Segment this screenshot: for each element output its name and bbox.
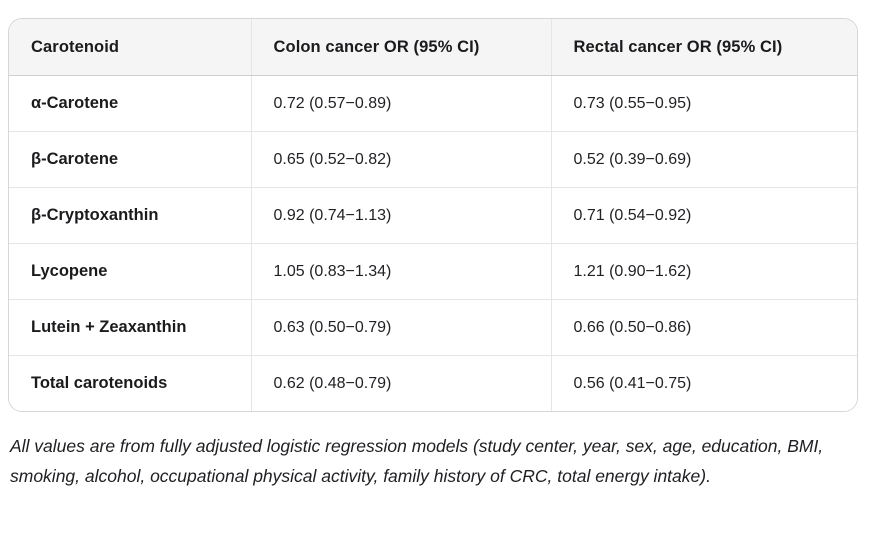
table-row: α-Carotene 0.72 (0.57−0.89) 0.73 (0.55−0… <box>9 75 857 132</box>
colon-or-cell: 1.05 (0.83−1.34) <box>250 243 551 300</box>
carotenoid-or-table-card: Carotenoid Colon cancer OR (95% CI) Rect… <box>8 18 858 412</box>
header-rectal-cancer-or: Rectal cancer OR (95% CI) <box>550 19 857 76</box>
rectal-or-cell: 0.52 (0.39−0.69) <box>550 131 857 188</box>
colon-or-cell: 0.72 (0.57−0.89) <box>250 75 551 132</box>
rectal-or-cell: 0.56 (0.41−0.75) <box>550 355 857 411</box>
row-label-cell: β-Carotene <box>9 131 251 188</box>
colon-or-cell: 0.92 (0.74−1.13) <box>250 187 551 244</box>
table-row: β-Cryptoxanthin 0.92 (0.74−1.13) 0.71 (0… <box>9 187 857 244</box>
table-row: β-Carotene 0.65 (0.52−0.82) 0.52 (0.39−0… <box>9 131 857 188</box>
colon-or-cell: 0.63 (0.50−0.79) <box>250 299 551 356</box>
row-label-cell: Lycopene <box>9 243 251 300</box>
row-label-cell: Lutein + Zeaxanthin <box>9 299 251 356</box>
table-footnote: All values are from fully adjusted logis… <box>10 436 824 486</box>
header-colon-cancer-or: Colon cancer OR (95% CI) <box>250 19 551 76</box>
table-header-row: Carotenoid Colon cancer OR (95% CI) Rect… <box>9 19 857 76</box>
colon-or-cell: 0.62 (0.48−0.79) <box>250 355 551 411</box>
carotenoid-or-table: Carotenoid Colon cancer OR (95% CI) Rect… <box>9 19 857 411</box>
table-row: Lycopene 1.05 (0.83−1.34) 1.21 (0.90−1.6… <box>9 243 857 300</box>
table-row: Lutein + Zeaxanthin 0.63 (0.50−0.79) 0.6… <box>9 299 857 356</box>
rectal-or-cell: 0.66 (0.50−0.86) <box>550 299 857 356</box>
header-carotenoid: Carotenoid <box>9 19 251 76</box>
rectal-or-cell: 1.21 (0.90−1.62) <box>550 243 857 300</box>
rectal-or-cell: 0.73 (0.55−0.95) <box>550 75 857 132</box>
table-row: Total carotenoids 0.62 (0.48−0.79) 0.56 … <box>9 355 857 411</box>
row-label-cell: α-Carotene <box>9 75 251 132</box>
row-label-cell: Total carotenoids <box>9 355 251 411</box>
row-label-cell: β-Cryptoxanthin <box>9 187 251 244</box>
colon-or-cell: 0.65 (0.52−0.82) <box>250 131 551 188</box>
rectal-or-cell: 0.71 (0.54−0.92) <box>550 187 857 244</box>
